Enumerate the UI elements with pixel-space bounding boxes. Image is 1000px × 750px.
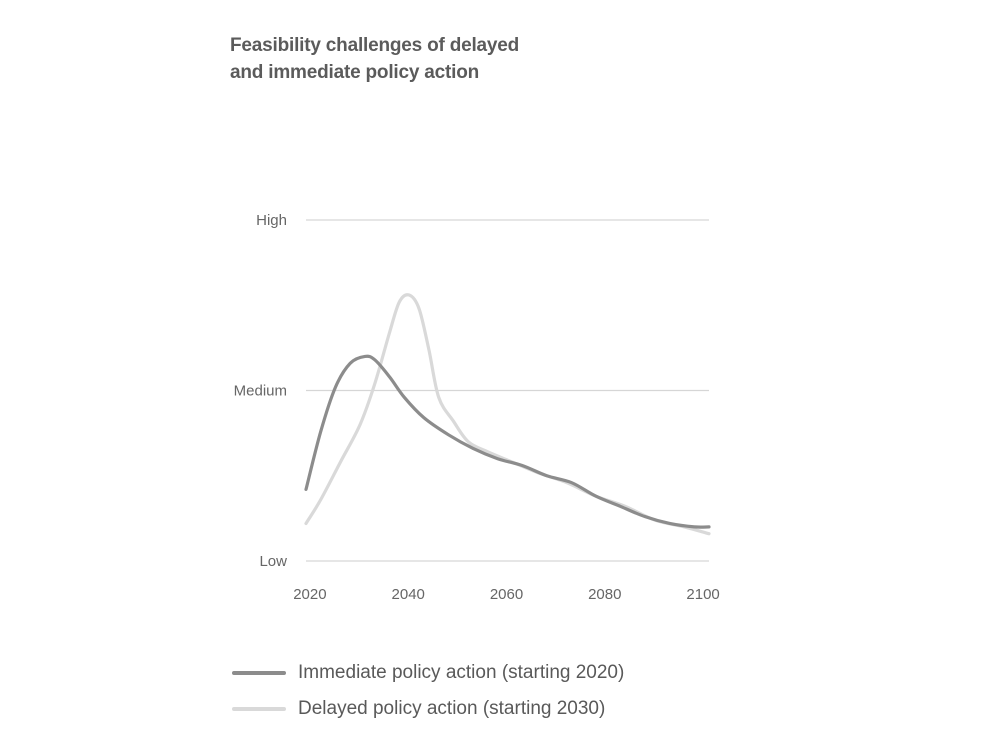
legend-swatch-immediate — [232, 671, 286, 675]
chart-title-line-1: Feasibility challenges of delayed — [230, 35, 520, 56]
x-tick-label-2060: 2060 — [490, 586, 523, 603]
series-line-immediate — [304, 354, 711, 529]
y-tick-label-high: High — [256, 212, 287, 229]
x-tick-label-2080: 2080 — [588, 586, 621, 603]
series-line-delayed — [304, 293, 711, 536]
y-tick-label-medium: Medium — [234, 383, 287, 400]
x-tick-label-2040: 2040 — [392, 586, 425, 603]
x-tick-label-2020: 2020 — [293, 586, 326, 603]
chart-title: Feasibility challenges of delayed and im… — [230, 32, 519, 86]
legend: Immediate policy action (starting 2020) … — [232, 655, 624, 727]
legend-label-delayed: Delayed policy action (starting 2030) — [298, 698, 606, 719]
legend-label-immediate: Immediate policy action (starting 2020) — [298, 662, 625, 683]
series-lines — [304, 293, 711, 536]
legend-item-delayed: Delayed policy action (starting 2030) — [232, 691, 624, 727]
legend-swatch-delayed — [232, 707, 286, 711]
legend-item-immediate: Immediate policy action (starting 2020) — [232, 655, 624, 691]
gridlines — [306, 219, 709, 562]
y-tick-label-low: Low — [259, 553, 287, 570]
chart-title-line-2: and immediate policy action — [230, 62, 480, 83]
x-axis-ticks: 2020 2040 2060 2080 2100 — [293, 586, 720, 603]
y-axis-ticks: Low Medium High — [234, 212, 288, 570]
x-tick-label-2100: 2100 — [686, 586, 719, 603]
